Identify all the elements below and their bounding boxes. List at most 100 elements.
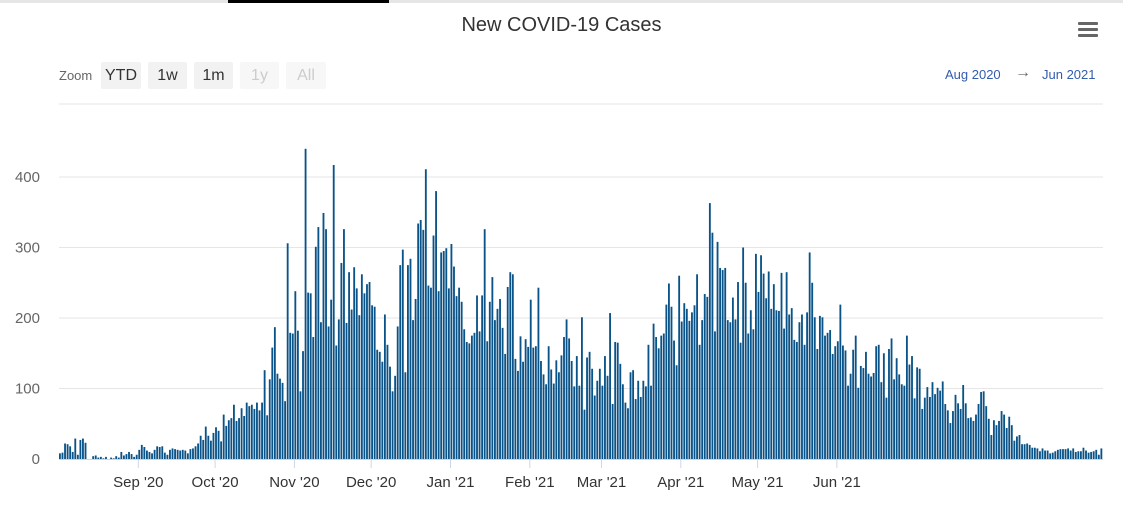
range-to-date[interactable]: Jun 2021 bbox=[1042, 67, 1096, 82]
bar[interactable] bbox=[959, 408, 962, 459]
bar[interactable] bbox=[253, 408, 256, 459]
bar[interactable] bbox=[169, 449, 171, 459]
bar[interactable] bbox=[128, 451, 130, 459]
bar[interactable] bbox=[153, 449, 156, 459]
bar[interactable] bbox=[148, 451, 151, 459]
bar[interactable] bbox=[742, 247, 745, 460]
bar[interactable] bbox=[831, 353, 834, 459]
bar[interactable] bbox=[652, 323, 655, 459]
bar[interactable] bbox=[755, 253, 757, 459]
bar[interactable] bbox=[110, 457, 113, 459]
bar[interactable] bbox=[540, 361, 542, 459]
bar[interactable] bbox=[504, 353, 507, 459]
bar[interactable] bbox=[368, 282, 371, 459]
bar[interactable] bbox=[66, 444, 69, 459]
bar[interactable] bbox=[657, 348, 660, 459]
bar[interactable] bbox=[450, 243, 453, 459]
bar[interactable] bbox=[432, 235, 435, 459]
bar[interactable] bbox=[284, 401, 287, 459]
bar[interactable] bbox=[1016, 436, 1018, 459]
bar[interactable] bbox=[885, 397, 888, 460]
bar[interactable] bbox=[358, 315, 361, 459]
bar[interactable] bbox=[176, 449, 179, 459]
bar[interactable] bbox=[488, 301, 491, 459]
zoom-1y-button[interactable]: 1y bbox=[240, 62, 279, 89]
bar[interactable] bbox=[875, 346, 878, 459]
bar[interactable] bbox=[517, 370, 519, 460]
bar[interactable] bbox=[248, 406, 251, 460]
zoom-1m-button[interactable]: 1m bbox=[194, 62, 233, 89]
bar[interactable] bbox=[598, 368, 601, 459]
bar[interactable] bbox=[79, 439, 82, 459]
bar[interactable] bbox=[140, 444, 143, 459]
bar[interactable] bbox=[737, 282, 739, 459]
bar[interactable] bbox=[708, 203, 711, 459]
bar[interactable] bbox=[655, 337, 658, 459]
bar[interactable] bbox=[345, 322, 348, 459]
bar[interactable] bbox=[882, 353, 885, 459]
bar[interactable] bbox=[918, 368, 921, 459]
bar[interactable] bbox=[867, 373, 870, 459]
bar[interactable] bbox=[437, 291, 440, 459]
bar[interactable] bbox=[445, 248, 448, 459]
bar[interactable] bbox=[859, 365, 862, 459]
bar[interactable] bbox=[913, 398, 916, 459]
bar[interactable] bbox=[519, 336, 522, 459]
bar[interactable] bbox=[762, 273, 765, 459]
bar[interactable] bbox=[803, 344, 806, 459]
bar[interactable] bbox=[396, 326, 399, 459]
bar[interactable] bbox=[59, 453, 61, 459]
bar[interactable] bbox=[972, 420, 975, 459]
bar[interactable] bbox=[263, 370, 266, 459]
bar[interactable] bbox=[952, 411, 954, 459]
bar[interactable] bbox=[373, 306, 376, 459]
bar[interactable] bbox=[724, 267, 727, 459]
bar[interactable] bbox=[529, 299, 532, 459]
bar[interactable] bbox=[647, 344, 650, 459]
bar[interactable] bbox=[240, 408, 243, 459]
bar[interactable] bbox=[995, 425, 998, 459]
bar[interactable] bbox=[424, 169, 427, 459]
bar[interactable] bbox=[82, 438, 84, 460]
bar[interactable] bbox=[1100, 448, 1103, 459]
bar[interactable] bbox=[992, 420, 995, 459]
bar[interactable] bbox=[877, 344, 880, 459]
bar[interactable] bbox=[261, 402, 263, 459]
bar[interactable] bbox=[588, 351, 591, 459]
bar[interactable] bbox=[491, 277, 494, 459]
bar[interactable] bbox=[501, 327, 504, 459]
bar[interactable] bbox=[775, 310, 778, 459]
bar[interactable] bbox=[64, 443, 66, 459]
bar[interactable] bbox=[117, 457, 120, 459]
bar[interactable] bbox=[238, 418, 240, 459]
bar[interactable] bbox=[836, 341, 839, 459]
bar[interactable] bbox=[332, 165, 335, 459]
bar[interactable] bbox=[611, 404, 614, 459]
bar[interactable] bbox=[926, 387, 929, 459]
bar[interactable] bbox=[435, 191, 437, 459]
bar[interactable] bbox=[268, 379, 271, 459]
bar[interactable] bbox=[949, 423, 952, 459]
bar[interactable] bbox=[486, 341, 489, 459]
bar[interactable] bbox=[639, 396, 642, 459]
bar[interactable] bbox=[637, 380, 640, 459]
bar[interactable] bbox=[1000, 411, 1003, 459]
bar[interactable] bbox=[1067, 448, 1070, 459]
bar[interactable] bbox=[1008, 416, 1011, 459]
bar[interactable] bbox=[463, 329, 466, 459]
bar[interactable] bbox=[811, 282, 814, 459]
bar[interactable] bbox=[985, 406, 988, 460]
range-from-date[interactable]: Aug 2020 bbox=[945, 67, 1001, 82]
bar[interactable] bbox=[286, 243, 289, 459]
bar[interactable] bbox=[1033, 447, 1036, 459]
bar[interactable] bbox=[186, 453, 189, 459]
bar[interactable] bbox=[801, 314, 803, 460]
bar[interactable] bbox=[1018, 435, 1021, 459]
bar[interactable] bbox=[135, 454, 138, 459]
bar[interactable] bbox=[271, 347, 274, 459]
bar[interactable] bbox=[606, 375, 609, 459]
bar[interactable] bbox=[990, 435, 993, 459]
bar[interactable] bbox=[1010, 425, 1013, 459]
bar[interactable] bbox=[852, 349, 855, 460]
bar[interactable] bbox=[199, 435, 202, 460]
